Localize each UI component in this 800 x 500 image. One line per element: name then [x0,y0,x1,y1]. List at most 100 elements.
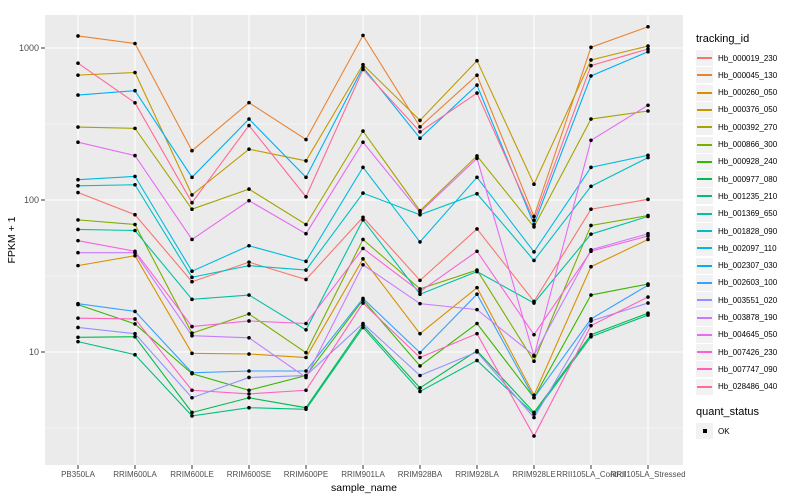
data-point [76,316,80,320]
data-point [304,407,308,412]
legend-item-label: Hb_002603_100 [718,278,778,288]
data-point [190,388,194,393]
data-point [304,321,308,326]
legend-item-quant-ok: OK [696,423,730,440]
data-point [133,41,137,46]
data-point [589,58,593,62]
data-point [475,175,479,180]
data-point [190,331,194,335]
data-point [304,231,308,236]
legend-key-swatch [696,223,713,239]
data-point [361,215,365,220]
legend-key-swatch [696,119,713,136]
legend-item-label: Hb_004645_050 [718,330,778,340]
x-tick-label: RRIM600LE [170,470,214,479]
data-point [532,412,536,416]
data-point [418,364,422,368]
data-point [589,117,593,121]
legend-key-swatch [696,84,713,101]
legend-item: Hb_000019_230 [696,50,777,67]
data-point [247,352,251,356]
data-point [247,388,251,393]
legend-item-label: Hb_000019_230 [718,53,778,63]
data-point [190,207,194,211]
data-point [76,190,80,195]
data-point [532,434,536,438]
data-point [418,301,422,306]
legend-title-quant-status: quant_status [696,405,759,418]
legend-item: Hb_002603_100 [696,274,777,291]
legend-item: Hb_001828_090 [696,223,777,240]
data-point [76,140,80,145]
legend-item: Hb_000977_080 [696,171,777,188]
data-point [475,307,479,312]
data-point [475,83,479,87]
data-point [76,34,80,38]
data-point [589,319,593,323]
data-point [361,191,365,195]
data-point [646,301,650,305]
data-point [304,137,308,142]
data-point [133,88,137,93]
data-point [76,218,80,222]
x-tick-label: RRIM928BA [397,470,443,479]
legend-key-swatch [696,50,713,66]
legend-item: Hb_000866_300 [696,136,777,153]
data-point [646,153,650,158]
data-point [532,354,536,358]
data-point [361,246,365,251]
data-point [304,259,308,264]
legend-key-line-icon [697,368,712,371]
data-point [247,263,251,268]
legend-key-line-icon [697,74,712,77]
data-point [76,227,80,232]
data-point [646,109,650,113]
legend-item-label: Hb_003551_020 [718,295,778,305]
legend-key-swatch [696,171,713,188]
legend-key-line-icon [697,247,712,250]
legend-key-line-icon [697,212,712,215]
data-point [190,324,194,329]
data-point [304,159,308,163]
data-point [361,237,365,242]
legend-item: Hb_004645_050 [696,326,777,343]
data-point [475,191,479,196]
legend-key-swatch [696,423,713,439]
legend-key-line-icon [697,281,712,284]
legend-item-label: Hb_001369_650 [718,209,778,219]
data-point [76,339,80,344]
data-point [418,136,422,141]
data-point [589,165,593,170]
data-point [190,410,194,415]
data-point [646,313,650,317]
data-point [190,175,194,180]
legend-item: Hb_000928_240 [696,153,777,170]
legend-key-line-icon [697,195,712,198]
data-point [589,323,593,328]
legend-item: Hb_028486_040 [696,378,777,395]
data-point [304,268,308,272]
legend-key-swatch [696,292,713,309]
data-point [532,222,536,227]
data-point [304,194,308,199]
data-point [304,350,308,355]
data-point [646,47,650,51]
data-point [361,218,365,222]
data-point [76,325,80,330]
data-point [475,249,479,254]
x-tick-label: RRIM600SE [226,470,272,479]
data-point [133,249,137,254]
data-point [247,187,251,191]
y-tick-label: 100 [23,195,39,205]
legend: tracking_id Hb_000019_230 Hb_000045_130 Hb… [692,0,800,500]
data-point [475,227,479,231]
data-point [247,375,251,380]
legend-key-swatch [696,309,713,326]
data-point [589,223,593,228]
data-point [532,359,536,363]
legend-key-line-icon [697,333,712,336]
legend-key-line-icon [697,160,712,163]
legend-item: Hb_007747_090 [696,361,777,378]
legend-item-label: Hb_000376_050 [718,105,778,115]
